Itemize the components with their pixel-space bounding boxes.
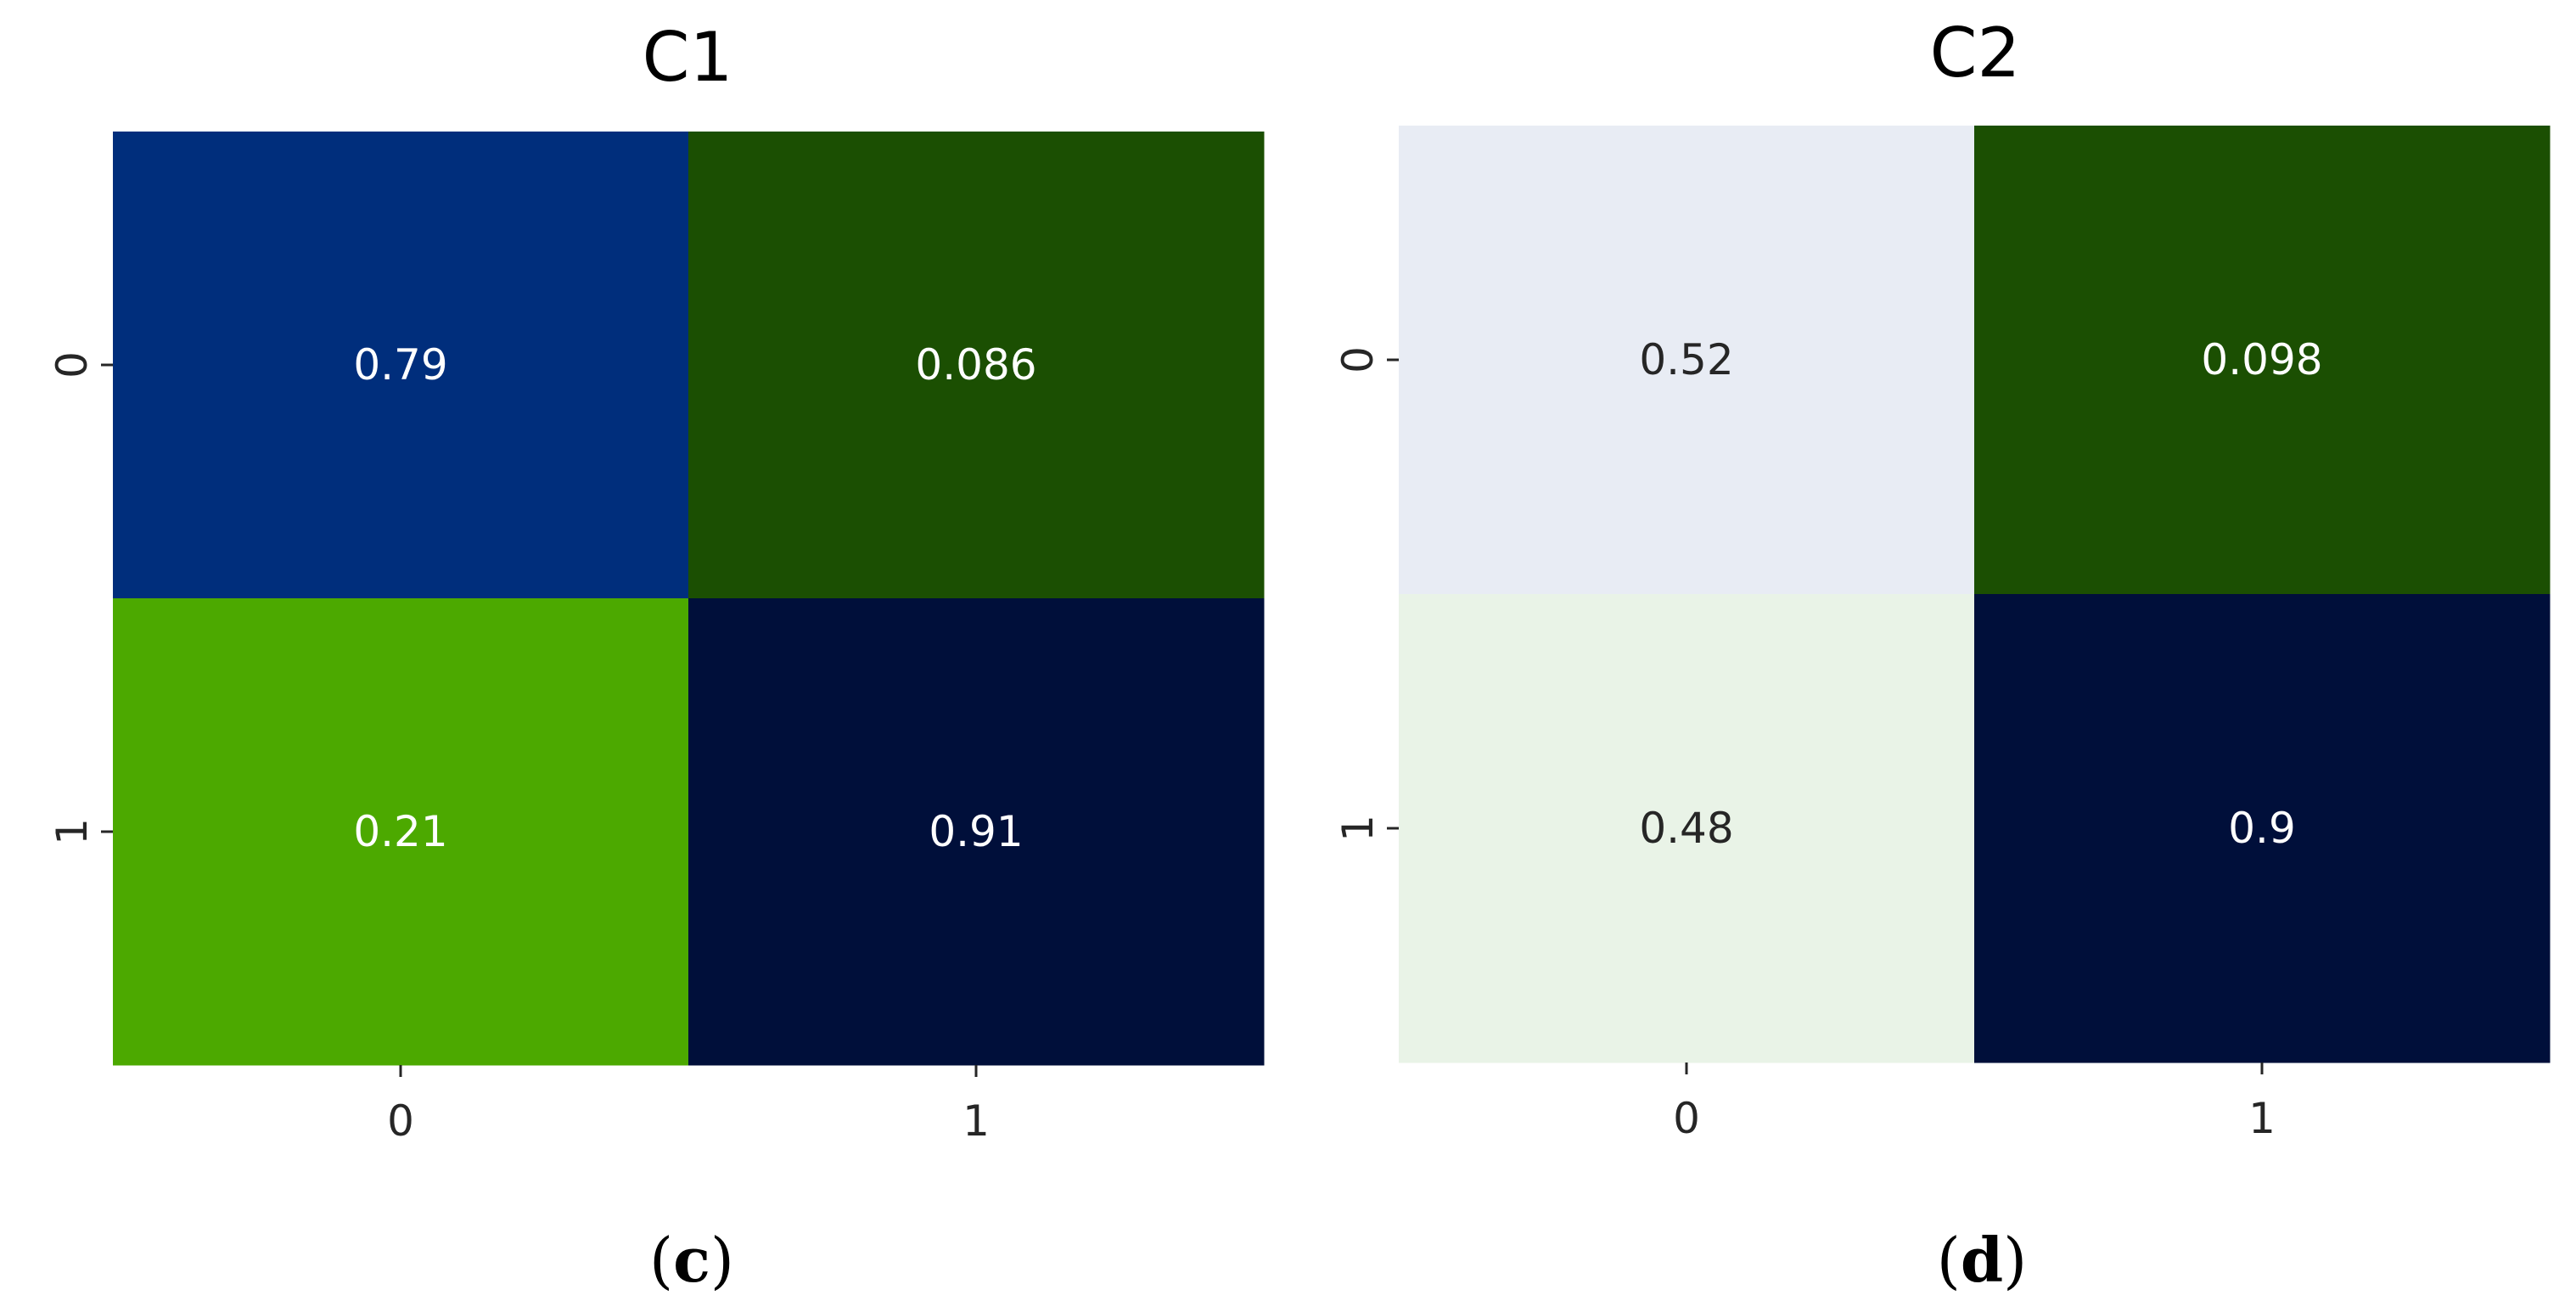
cell-value-label: 0.21: [353, 807, 447, 856]
y-tick-label: 1: [48, 818, 97, 845]
heatmap-cell-r1-c1: [1974, 594, 2551, 1063]
caption-close-paren: ): [710, 1225, 734, 1296]
heatmap-panel-2: C2 0.52 0.098 0.48 0.9 0 1 0 1 (d): [1333, 14, 2551, 1296]
x-tick-label: 0: [1673, 1094, 1700, 1143]
caption-open-paren: (: [649, 1225, 673, 1296]
cell-value-label: 0.9: [2228, 804, 2296, 853]
cell-value-label: 0.098: [2201, 335, 2322, 384]
caption-letter: c: [673, 1224, 710, 1296]
heatmap-cell-r0-c1: [688, 132, 1265, 599]
panel-caption: (c): [649, 1224, 734, 1296]
cell-value-label: 0.086: [915, 340, 1036, 390]
heatmap-cell-r1-c0: [1399, 594, 1975, 1063]
heatmap-cell-r1-c0: [113, 598, 689, 1066]
y-tick-label: 1: [1333, 815, 1383, 842]
heatmap-cell-r0-c1: [1974, 126, 2551, 595]
heatmap-cell-r0-c0: [1399, 126, 1975, 595]
caption-close-paren: ): [2003, 1225, 2027, 1296]
panel-title: C2: [1930, 14, 2021, 93]
caption-open-paren: (: [1937, 1225, 1961, 1296]
cell-value-label: 0.79: [353, 340, 447, 390]
y-tick-label: 0: [1333, 346, 1383, 373]
panel-title: C1: [643, 18, 733, 97]
caption-letter: d: [1961, 1224, 2003, 1296]
heatmap-cell-r0-c0: [113, 132, 689, 599]
cell-value-label: 0.91: [929, 807, 1023, 856]
x-tick-label: 0: [387, 1096, 414, 1146]
x-tick-label: 1: [962, 1096, 990, 1146]
y-tick-label: 0: [48, 351, 97, 378]
panel-caption: (d): [1937, 1224, 2028, 1296]
x-tick-label: 1: [2248, 1094, 2276, 1143]
heatmap-panel-1: C1 0.79 0.086 0.21 0.91 0 1 0 1 (c): [48, 18, 1265, 1296]
cell-value-label: 0.52: [1639, 335, 1733, 384]
heatmap-cell-r1-c1: [688, 598, 1265, 1066]
cell-value-label: 0.48: [1639, 804, 1733, 853]
